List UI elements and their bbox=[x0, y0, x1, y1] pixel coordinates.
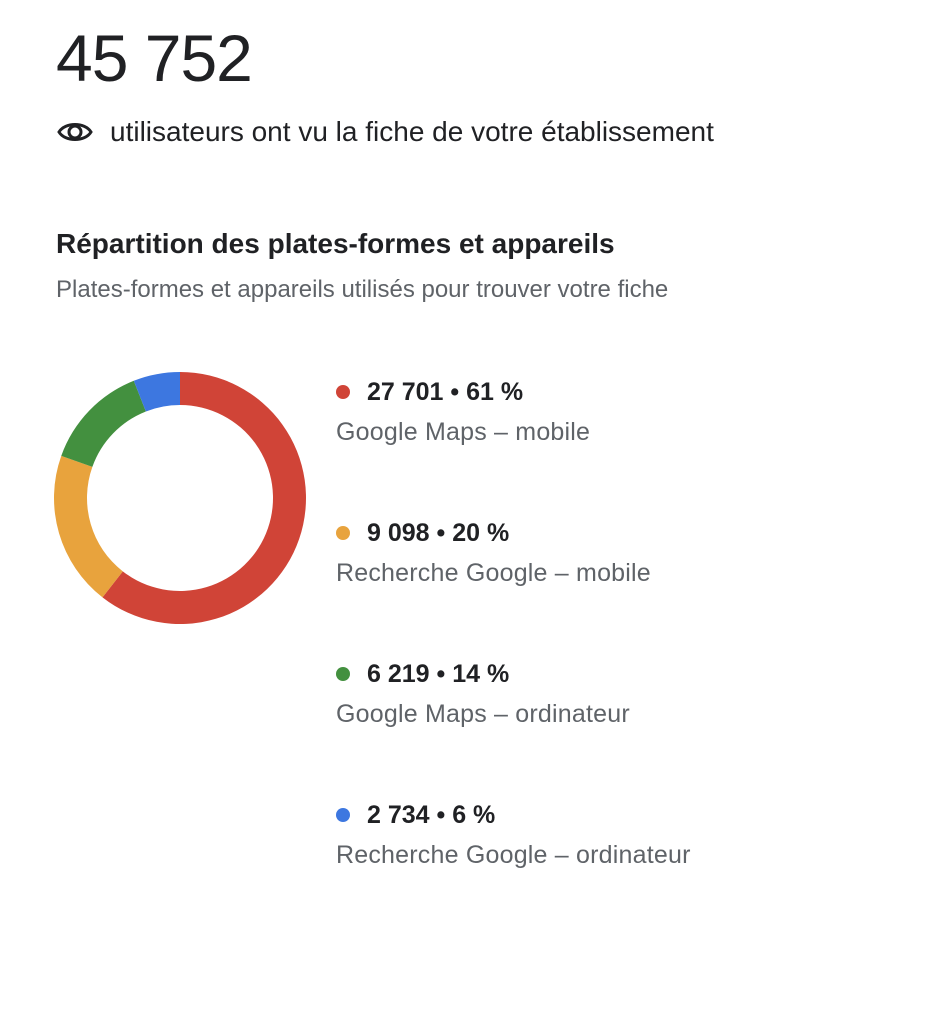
legend-item-maps-mobile: 27 701 • 61 % Google Maps – mobile bbox=[336, 372, 896, 472]
views-summary: utilisateurs ont vu la fiche de votre ét… bbox=[56, 112, 714, 152]
legend-dot-maps-desktop bbox=[336, 667, 350, 681]
slice-maps-mobile bbox=[102, 372, 306, 624]
legend-value-search-mobile: 9 098 • 20 % bbox=[367, 518, 510, 547]
legend-dot-maps-mobile bbox=[336, 385, 350, 399]
slice-maps-desktop bbox=[61, 380, 146, 467]
legend-value-search-desktop: 2 734 • 6 % bbox=[367, 800, 496, 829]
legend-label-search-desktop: Recherche Google – ordinateur bbox=[336, 841, 691, 869]
legend-item-search-desktop: 2 734 • 6 % Recherche Google – ordinateu… bbox=[336, 795, 896, 895]
legend-label-maps-mobile: Google Maps – mobile bbox=[336, 418, 591, 446]
eye-icon bbox=[56, 118, 94, 146]
legend-item-search-mobile: 9 098 • 20 % Recherche Google – mobile bbox=[336, 513, 896, 613]
slice-search-desktop bbox=[133, 372, 180, 412]
slice-search-mobile bbox=[54, 455, 123, 598]
legend-label-search-mobile: Recherche Google – mobile bbox=[336, 559, 651, 587]
legend-label-maps-desktop: Google Maps – ordinateur bbox=[336, 700, 630, 728]
platform-donut-chart bbox=[54, 372, 306, 624]
views-caption: utilisateurs ont vu la fiche de votre ét… bbox=[110, 116, 714, 147]
legend-value-maps-desktop: 6 219 • 14 % bbox=[367, 659, 510, 688]
legend-value-maps-mobile: 27 701 • 61 % bbox=[367, 377, 524, 406]
section-subtitle: Plates-formes et appareils utilisés pour… bbox=[56, 276, 669, 303]
legend-item-maps-desktop: 6 219 • 14 % Google Maps – ordinateur bbox=[336, 654, 896, 754]
section-title: Répartition des plates-formes et apparei… bbox=[56, 228, 615, 259]
legend-dot-search-desktop bbox=[336, 808, 350, 822]
total-views-count: 45 752 bbox=[56, 21, 253, 95]
legend-dot-search-mobile bbox=[336, 526, 350, 540]
